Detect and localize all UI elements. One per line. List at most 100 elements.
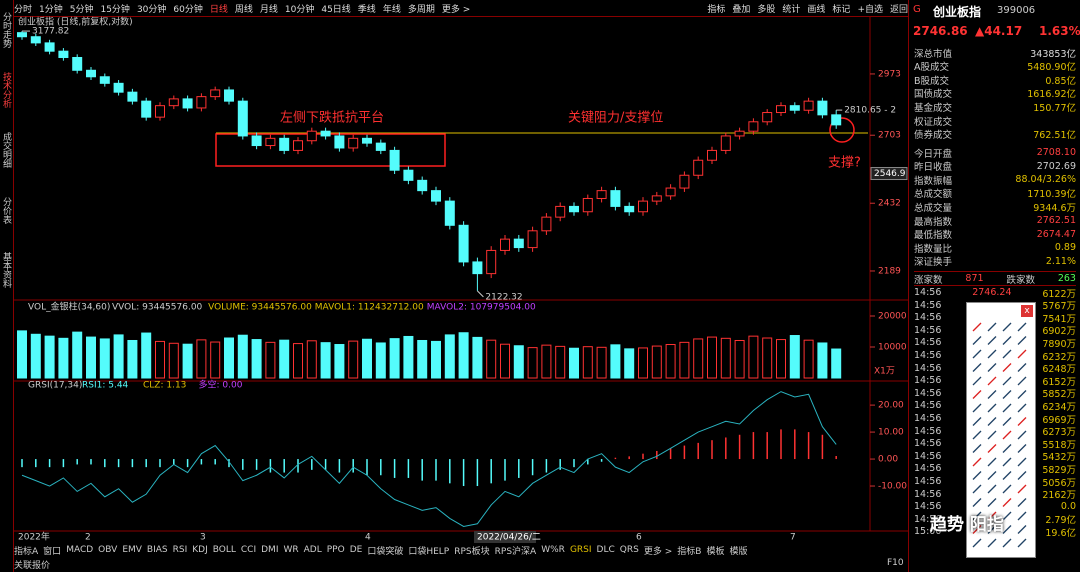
tool-icon[interactable] [1002, 376, 1012, 386]
indicator-tab[interactable]: RPS板块 [454, 546, 490, 557]
tool-icon[interactable] [1017, 484, 1027, 494]
tool-icon[interactable] [972, 403, 982, 413]
period-tab[interactable]: 多周期 [407, 4, 435, 15]
indicator-tab[interactable]: MACD [66, 545, 94, 555]
indicator-tab[interactable]: 模板 [706, 546, 725, 557]
tool-icon[interactable] [1002, 390, 1012, 399]
tool-icon[interactable] [987, 349, 997, 359]
tool-button[interactable]: 画线 [807, 4, 826, 15]
tool-icon[interactable] [1017, 444, 1027, 453]
side-tab[interactable]: 分时走势 [1, 12, 11, 48]
indicator-tab[interactable]: 指标A [14, 546, 39, 557]
period-tab[interactable]: 更多 > [441, 4, 471, 15]
tool-icon[interactable] [972, 484, 982, 494]
period-tab[interactable]: 5分钟 [69, 4, 94, 15]
tool-icon[interactable] [1002, 336, 1012, 345]
indicator-tab[interactable]: 更多 > [643, 546, 673, 557]
period-tab[interactable]: 分时 [14, 4, 33, 15]
side-tab[interactable]: 成交明细 [1, 132, 11, 168]
tool-icon[interactable] [972, 336, 982, 345]
indicator-tab[interactable]: GRSI [569, 545, 592, 555]
indicator-tab[interactable]: 口袋突破 [367, 546, 404, 557]
indicator-tab[interactable]: RSI [172, 545, 188, 555]
indicator-tab[interactable]: PPO [326, 545, 345, 555]
tool-icon[interactable] [972, 322, 982, 332]
tool-icon[interactable] [987, 525, 997, 534]
tool-icon[interactable] [987, 457, 997, 467]
tool-icon[interactable] [1002, 363, 1012, 372]
tool-icon[interactable] [1002, 484, 1012, 494]
tool-icon[interactable] [1017, 322, 1027, 332]
tool-button[interactable]: 返回 [889, 4, 908, 15]
tool-icon[interactable] [987, 430, 997, 440]
period-tab[interactable]: 1分钟 [39, 4, 63, 15]
tool-icon[interactable] [1017, 376, 1027, 386]
tool-icon[interactable] [972, 417, 982, 426]
indicator-tab[interactable]: W%R [541, 545, 565, 555]
indicator-tab[interactable]: DMI [261, 545, 279, 555]
tool-icon[interactable] [1002, 457, 1012, 467]
close-button[interactable]: x [1021, 305, 1033, 317]
period-tab[interactable]: 月线 [259, 4, 278, 15]
tool-icon[interactable] [972, 376, 982, 386]
tool-icon[interactable] [987, 390, 997, 399]
tool-button[interactable]: 多股 [757, 4, 776, 15]
tool-icon[interactable] [1017, 498, 1027, 507]
period-tab[interactable]: 年线 [382, 4, 401, 15]
indicator-tab[interactable]: BIAS [146, 545, 168, 555]
indicator-tab[interactable]: ADL [303, 545, 322, 555]
period-tab[interactable]: 30分钟 [136, 4, 167, 15]
tool-icon[interactable] [1002, 349, 1012, 359]
tool-icon[interactable] [1002, 322, 1012, 332]
tool-icon[interactable] [1002, 444, 1012, 453]
tool-icon[interactable] [972, 444, 982, 453]
tool-icon[interactable] [1002, 498, 1012, 507]
tool-icon[interactable] [972, 498, 982, 507]
indicator-tab[interactable]: 模版 [729, 546, 748, 557]
indicator-tab[interactable]: QRS [619, 545, 639, 555]
tool-icon[interactable] [1017, 525, 1027, 534]
tool-icon[interactable] [987, 538, 997, 548]
tool-icon[interactable] [1002, 403, 1012, 413]
tool-icon[interactable] [987, 322, 997, 332]
tool-icon[interactable] [1002, 417, 1012, 426]
tool-icon[interactable] [972, 390, 982, 399]
tool-icon[interactable] [1002, 538, 1012, 548]
tool-icon[interactable] [987, 511, 997, 521]
tool-icon[interactable] [1017, 336, 1027, 345]
indicator-tab[interactable]: OBV [98, 545, 118, 555]
tool-icon[interactable] [972, 471, 982, 480]
indicator-tab[interactable]: RPS沪深A [494, 546, 537, 557]
tool-icon[interactable] [972, 511, 982, 521]
tool-button[interactable]: 叠加 [732, 4, 751, 15]
tool-icon[interactable] [1017, 403, 1027, 413]
indicator-tab[interactable]: EMV [122, 545, 142, 555]
tool-icon[interactable] [1017, 417, 1027, 426]
indicator-tab[interactable]: KDJ [192, 545, 208, 555]
tool-icon[interactable] [987, 376, 997, 386]
tool-icon[interactable] [987, 471, 997, 480]
tool-icon[interactable] [1017, 349, 1027, 359]
tool-icon[interactable] [987, 444, 997, 453]
tool-icon[interactable] [972, 457, 982, 467]
tool-icon[interactable] [1002, 430, 1012, 440]
tool-button[interactable]: 统计 [782, 4, 801, 15]
tool-icon[interactable] [987, 417, 997, 426]
tool-icon[interactable] [972, 538, 982, 548]
indicator-tab[interactable]: 口袋HELP [408, 546, 450, 557]
tool-icon[interactable] [1017, 538, 1027, 548]
tool-button[interactable]: 指标 [707, 4, 726, 15]
tool-icon[interactable] [972, 349, 982, 359]
tool-icon[interactable] [1017, 457, 1027, 467]
period-tab[interactable]: 周线 [234, 4, 253, 15]
tool-icon[interactable] [972, 430, 982, 440]
indicator-tab[interactable]: DLC [596, 545, 615, 555]
side-tab[interactable]: 技术分析 [1, 72, 11, 108]
tool-icon[interactable] [1002, 511, 1012, 521]
tool-icon[interactable] [987, 498, 997, 507]
tool-icon[interactable] [1017, 511, 1027, 521]
indicator-tab[interactable]: DE [349, 545, 363, 555]
tool-icon[interactable] [1017, 390, 1027, 399]
tool-icon[interactable] [987, 403, 997, 413]
period-tab[interactable]: 季线 [357, 4, 376, 15]
